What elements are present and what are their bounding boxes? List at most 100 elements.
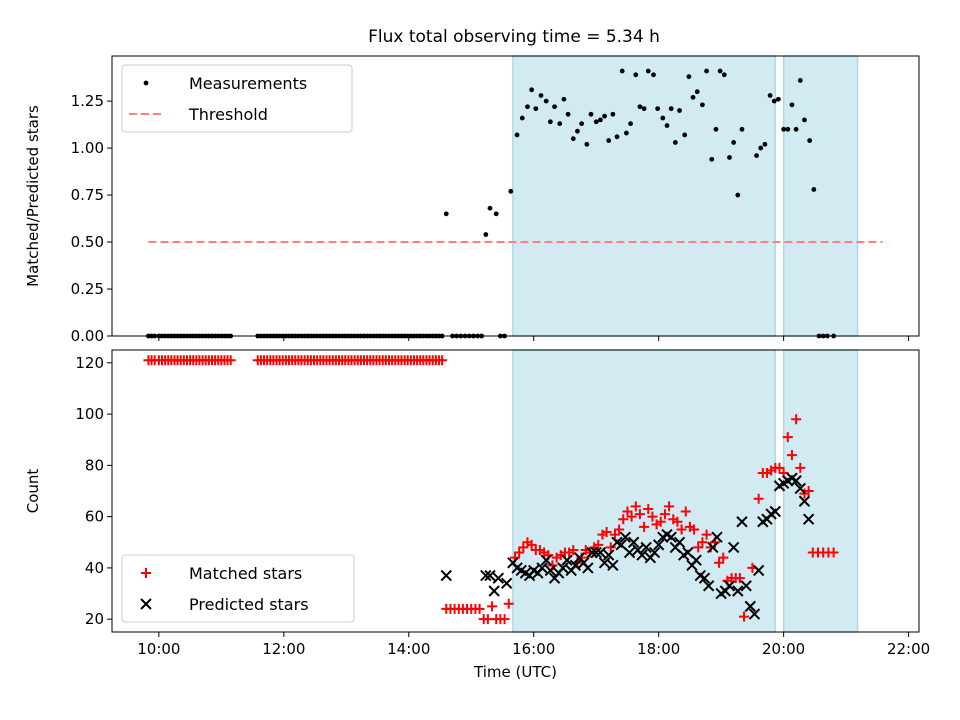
x-tick-label: 18:00 — [637, 640, 680, 658]
predicted-star-point — [740, 580, 752, 592]
chart-title: Flux total observing time = 5.34 h — [368, 27, 660, 47]
measurement-point — [776, 96, 781, 102]
measurement-point — [547, 119, 553, 125]
measurement-point — [824, 333, 830, 339]
predicted-star-point — [492, 572, 505, 584]
y-tick-label: 120 — [75, 354, 104, 372]
measurement-point — [633, 72, 639, 78]
predicted-star-point — [540, 554, 552, 566]
matched-star-point — [676, 524, 687, 535]
measurement-point — [704, 68, 709, 74]
predicted-star-point — [500, 577, 513, 589]
measurement-point — [462, 333, 468, 339]
measurement-point — [487, 205, 493, 211]
predicted-star-point — [690, 554, 702, 566]
predicted-star-point — [727, 541, 740, 554]
shaded-band — [512, 55, 777, 337]
matched-star-point — [680, 506, 691, 517]
legend-label-measurements: Measurements — [189, 74, 307, 93]
matched-star-point — [639, 521, 650, 532]
measurement-point — [602, 113, 607, 119]
matched-star-point — [568, 544, 579, 555]
top-panel: 0.00 0.25 0.50 0.75 1.00 1.25 Matched/Predicte… — [24, 55, 920, 345]
predicted-star-point — [673, 536, 686, 548]
measurement-point — [588, 111, 594, 117]
matched-star-point — [701, 529, 712, 540]
measurement-point — [619, 68, 625, 74]
predicted-star-point — [707, 541, 719, 554]
matched-star-point — [605, 542, 616, 553]
matched-star-point — [655, 516, 666, 527]
matched-star-point — [689, 524, 700, 535]
predicted-star-point — [736, 516, 748, 528]
predicted-star-point — [561, 554, 573, 566]
measurement-point — [443, 211, 449, 217]
legend: Matched stars Predicted stars — [121, 554, 355, 623]
predicted-star-point — [790, 475, 802, 487]
x-tick-label: 12:00 — [262, 640, 305, 658]
axes-frame — [111, 349, 920, 633]
matched-star-point — [659, 509, 670, 520]
matched-star-point — [474, 603, 485, 614]
measurement-point — [475, 333, 480, 339]
measurement-point — [645, 68, 651, 74]
predicted-star-point — [665, 531, 677, 543]
measurement-point — [797, 78, 803, 83]
legend-label-predicted: Predicted stars — [189, 595, 309, 614]
matched-star-point — [739, 611, 750, 622]
measurement-point — [450, 333, 455, 339]
y-tick-label: 60 — [85, 508, 104, 526]
measurement-point — [820, 333, 826, 339]
measurement-point — [660, 115, 666, 121]
measurement-point — [816, 333, 822, 339]
y-tick-label: 20 — [85, 610, 104, 628]
matched-star-point — [618, 514, 629, 525]
predicted-star-point — [557, 562, 569, 574]
predicted-star-point — [748, 608, 761, 620]
measurement-point — [228, 333, 234, 339]
y-tick-label: 1.25 — [71, 92, 104, 110]
matched-star-point — [622, 506, 633, 517]
x-tick-label: 22:00 — [887, 640, 930, 658]
matched-star-point — [630, 501, 641, 512]
matched-star-point — [664, 501, 675, 512]
measurement-point — [570, 136, 576, 142]
measurement-point — [606, 138, 612, 143]
predicted-star-point — [798, 495, 811, 507]
measurement-point — [781, 126, 787, 132]
measurement-point — [458, 333, 464, 339]
predicted-star-point — [586, 546, 598, 559]
measurement-point — [735, 192, 741, 198]
matched-star-point — [718, 552, 729, 563]
matched-star-point — [437, 355, 448, 366]
y-tick-label: 0.50 — [71, 233, 104, 251]
measurement-point — [439, 333, 445, 339]
matched-star-point — [753, 493, 764, 504]
measurement-point — [525, 104, 530, 110]
measurement-point — [686, 74, 692, 80]
predicted-star-point — [623, 546, 636, 559]
measurement-point — [789, 102, 795, 108]
bottom-panel: 20 40 60 80 100 120 10:00 12:00 14:00 16:00 18:00 2… — [24, 349, 930, 681]
measurement-point — [731, 140, 737, 145]
x-tick-label: 16:00 — [512, 640, 555, 658]
measurement-point — [677, 108, 682, 113]
predicted-star-point — [752, 564, 765, 577]
measurement-point — [682, 132, 688, 138]
matched-star-point — [614, 524, 625, 535]
matched-star-point — [593, 539, 604, 550]
measurement-point — [709, 156, 715, 162]
measurement-point — [831, 333, 837, 339]
axes-frame — [111, 55, 920, 337]
matched-star-point — [795, 462, 806, 473]
predicted-star-point — [484, 569, 496, 582]
matched-star-point — [634, 509, 645, 520]
predicted-star-point — [619, 531, 632, 543]
measurement-point — [785, 126, 791, 132]
measurement-point — [614, 134, 620, 140]
predicted-star-point — [582, 562, 594, 574]
measurement-point — [479, 333, 485, 339]
predicted-star-point — [698, 572, 711, 584]
measurement-point — [575, 128, 580, 134]
measurement-point — [623, 130, 629, 136]
